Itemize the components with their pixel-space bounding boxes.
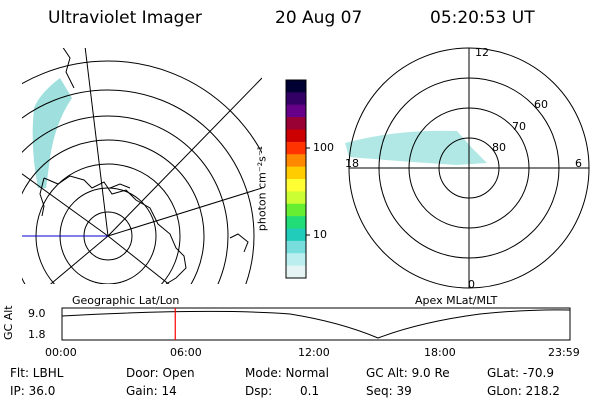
info-gain: Gain: 14	[126, 384, 177, 398]
mlat-label-80: 80	[492, 141, 506, 154]
colorbar-stripe	[286, 80, 306, 93]
colorbar-stripe	[286, 141, 306, 155]
right-map-caption: Apex MLat/MLT	[415, 294, 498, 307]
info-door: Door: Open	[126, 366, 195, 380]
colorbar-stripe	[286, 216, 306, 229]
colorbar-stripe	[286, 191, 306, 205]
altitude-plot	[61, 307, 571, 341]
mlt-label-6: 6	[575, 157, 582, 170]
altitude-ytick-min: 1.8	[28, 328, 46, 341]
colorbar-stripe	[286, 253, 306, 267]
mlt-label-0: 0	[468, 278, 475, 291]
colorbar-stripe	[286, 129, 306, 143]
instrument-title: Ultraviolet Imager	[48, 8, 202, 28]
magnetic-map	[345, 47, 590, 289]
mlt-label-12: 12	[475, 46, 489, 59]
info-gc-alt: GC Alt: 9.0 Re	[366, 366, 450, 380]
info-glon: GLon: 218.2	[487, 384, 560, 398]
colorbar-stripe	[286, 203, 306, 217]
info-ip: IP: 36.0	[10, 384, 56, 398]
info-seq: Seq: 39	[366, 384, 412, 398]
colorbar-tick-100: 100	[313, 141, 334, 154]
info-glat: GLat: -70.9	[487, 366, 554, 380]
left-map-caption: Geographic Lat/Lon	[72, 294, 180, 307]
colorbar-label: photon cm⁻²s⁻¹	[255, 145, 269, 232]
info-dsp-label: Dsp:	[245, 384, 273, 398]
colorbar-stripe	[286, 104, 306, 118]
info-dsp-value: 0.1	[300, 384, 320, 398]
x-tick-0600: 06:00	[170, 346, 202, 359]
info-filter: Flt: LBHL	[10, 366, 64, 380]
colorbar-stripe	[286, 92, 306, 106]
colorbar-tick-10: 10	[313, 228, 327, 241]
x-tick-1200: 12:00	[298, 346, 330, 359]
x-tick-0000: 00:00	[45, 346, 77, 359]
x-tick-1800: 18:00	[424, 346, 456, 359]
colorbar-stripe	[286, 179, 306, 192]
info-mode: Mode: Normal	[245, 366, 329, 380]
x-tick-2359: 23:59	[548, 346, 580, 359]
colorbar	[285, 79, 310, 279]
geographic-map	[22, 48, 262, 284]
altitude-ylabel: GC Alt	[2, 305, 15, 340]
colorbar-stripe	[286, 265, 306, 279]
aurora-band-right	[345, 130, 487, 165]
time-label: 05:20:53 UT	[430, 8, 535, 28]
mlt-label-18: 18	[345, 157, 359, 170]
colorbar-stripe	[286, 166, 306, 180]
colorbar-stripe	[286, 240, 306, 254]
mlat-label-60: 60	[534, 98, 548, 111]
aurora-band-left	[32, 78, 72, 188]
altitude-curve	[61, 309, 571, 339]
colorbar-stripe	[286, 117, 306, 130]
altitude-ytick-max: 9.0	[28, 307, 46, 320]
colorbar-stripe	[286, 154, 306, 168]
mlat-label-70: 70	[512, 120, 526, 133]
colorbar-stripe	[286, 228, 306, 242]
date-label: 20 Aug 07	[275, 8, 363, 28]
